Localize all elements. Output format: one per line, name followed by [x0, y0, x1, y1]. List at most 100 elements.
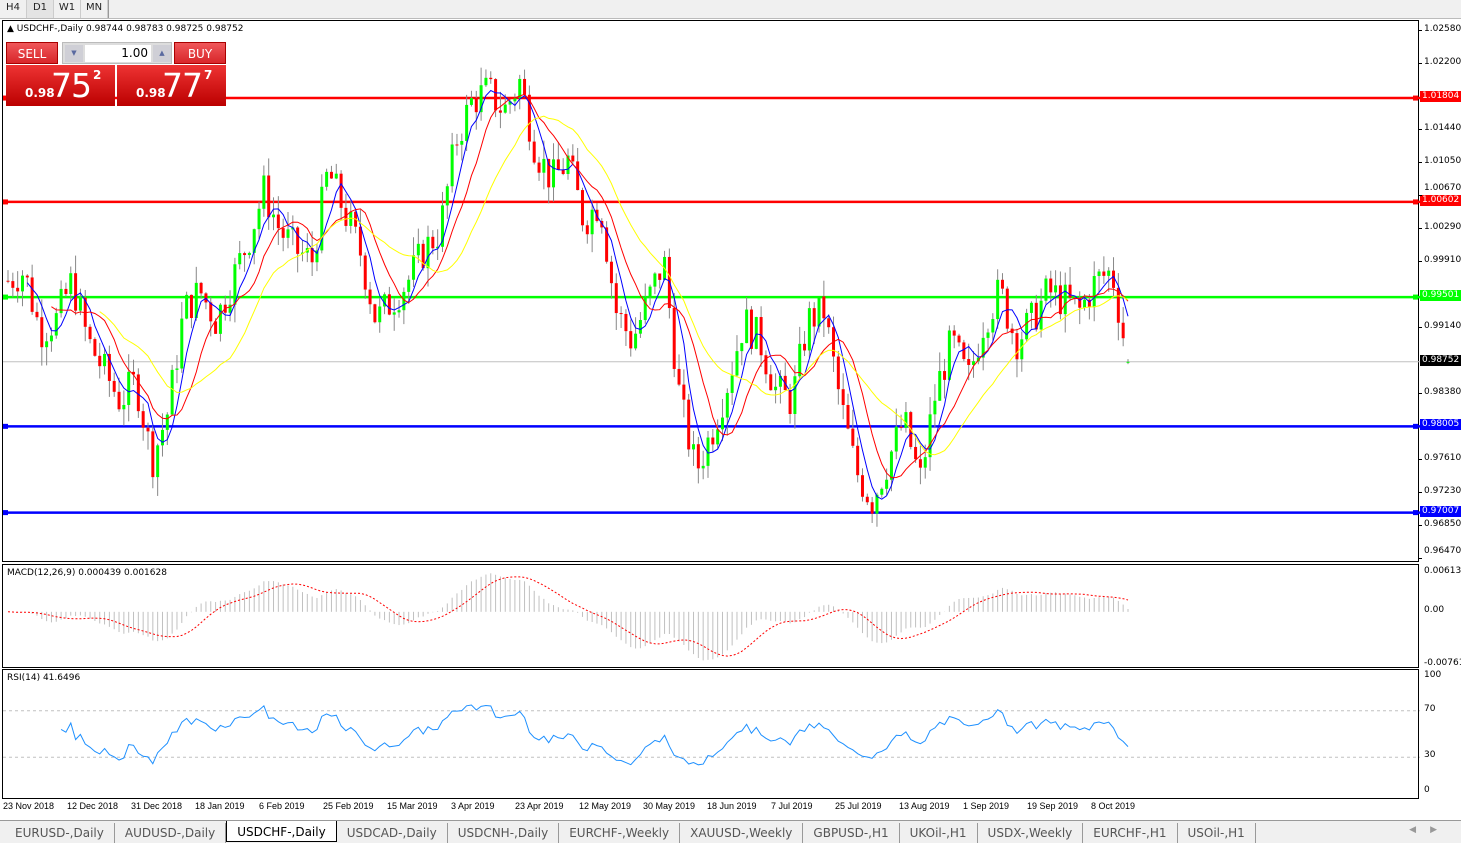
candle	[518, 74, 522, 110]
bear-candle-body	[609, 261, 613, 284]
chart-tab[interactable]: USDCNH-,Daily	[448, 823, 560, 843]
one-click-trading-panel: SELL ▼ 1.00 ▲ BUY 0.98 75 2 0.98 77 7	[6, 42, 226, 106]
bear-candle-body	[214, 321, 218, 334]
timeframe-h4[interactable]: H4	[0, 0, 27, 18]
candle	[358, 209, 362, 267]
candle	[469, 90, 473, 107]
candle	[793, 365, 797, 429]
bull-candle-body	[479, 85, 483, 113]
candle	[83, 289, 87, 342]
bear-candle-body	[117, 391, 121, 410]
rsi-panel[interactable]: RSI(14) 41.6496	[2, 669, 1420, 799]
bear-candle-body	[112, 380, 116, 392]
buy-price[interactable]: 0.98 77 7	[117, 65, 226, 106]
bull-candle-body	[122, 404, 126, 410]
candle	[827, 314, 831, 334]
chart-tab[interactable]: USOil-,H1	[1178, 823, 1256, 843]
bear-candle-body	[494, 79, 498, 111]
chart-tab[interactable]: EURCHF-,H1	[1083, 823, 1178, 843]
macd-title: MACD(12,26,9) 0.000439 0.001628	[7, 568, 167, 578]
candle	[1029, 301, 1033, 329]
chart-tab[interactable]: USDCAD-,Daily	[337, 823, 448, 843]
lot-size-input[interactable]: 1.00	[85, 45, 151, 62]
candle	[701, 450, 705, 480]
candle	[180, 302, 184, 373]
buy-price-pip: 7	[204, 68, 213, 82]
candle	[986, 328, 990, 350]
bull-candle-body	[436, 246, 440, 249]
chart-tab[interactable]: UKOil-,H1	[900, 823, 978, 843]
bull-candle-body	[402, 291, 406, 311]
tick-mark	[1419, 327, 1422, 329]
level-anchor	[3, 199, 8, 205]
price-tick-label: 1.00670	[1424, 182, 1461, 193]
candle	[860, 468, 864, 502]
bull-candle-body	[740, 343, 744, 352]
bear-candle-body	[624, 313, 628, 332]
chart-tab[interactable]: AUDUSD-,Daily	[115, 823, 227, 843]
chart-tab[interactable]: EURCHF-,Weekly	[559, 823, 681, 843]
timeframe-d1[interactable]: D1	[27, 0, 54, 18]
bear-candle-body	[489, 77, 493, 80]
candle	[687, 393, 691, 457]
bull-candle-body	[320, 186, 324, 251]
tick-mark	[1419, 62, 1422, 64]
candle	[74, 255, 78, 316]
candle	[735, 335, 739, 378]
bull-candle-body	[634, 333, 638, 349]
candle	[156, 443, 160, 496]
scroll-left-icon[interactable]: ◀	[1409, 825, 1431, 835]
date-label: 7 Jul 2019	[771, 801, 813, 811]
candle	[696, 436, 700, 484]
candle	[759, 306, 763, 367]
chart-tab[interactable]: EURUSD-,Daily	[5, 823, 115, 843]
buy-button[interactable]: BUY	[174, 42, 226, 64]
candle	[160, 413, 164, 457]
chart-tab[interactable]: XAUUSD-,Weekly	[680, 823, 804, 843]
bear-candle-body	[696, 444, 700, 469]
bear-candle-body	[561, 169, 565, 175]
collapse-triangle-icon[interactable]: ▲	[7, 24, 14, 34]
chart-tab[interactable]: USDX-,Weekly	[978, 823, 1084, 843]
candle	[1025, 308, 1029, 343]
scroll-right-icon[interactable]: ▶	[1430, 825, 1451, 835]
macd-panel[interactable]: MACD(12,26,9) 0.000439 0.001628	[2, 564, 1419, 668]
bull-candle-body	[716, 429, 720, 445]
timeframe-mn[interactable]: MN	[81, 0, 108, 18]
chart-tab[interactable]: USDCHF-,Daily	[226, 821, 337, 842]
candle	[918, 445, 922, 485]
bull-candle-body	[817, 296, 821, 327]
candle	[552, 143, 556, 202]
price-tick-label: 0.97230	[1424, 486, 1461, 497]
bull-candle-body	[725, 392, 729, 418]
candle	[127, 354, 131, 422]
candle	[49, 327, 53, 352]
candle	[725, 388, 729, 436]
candle	[122, 390, 126, 426]
decrease-lot-icon[interactable]: ▼	[65, 45, 83, 62]
sell-price[interactable]: 0.98 75 2	[6, 65, 115, 106]
price-chart[interactable]: ▲ USDCHF-,Daily 0.98744 0.98783 0.98725 …	[2, 20, 1420, 562]
candle	[247, 251, 251, 259]
bear-candle-body	[836, 356, 840, 390]
tab-scroll-arrows[interactable]: ◀▶	[1409, 825, 1451, 835]
increase-lot-icon[interactable]: ▲	[153, 45, 171, 62]
candle	[774, 373, 778, 404]
macd-canvas	[7, 573, 1129, 661]
chart-tab[interactable]: GBPUSD-,H1	[803, 823, 900, 843]
timeframe-w1[interactable]: W1	[54, 0, 81, 18]
bear-candle-body	[547, 158, 551, 188]
sell-button[interactable]: SELL	[6, 42, 58, 64]
candle	[349, 200, 353, 234]
level-anchor	[1413, 294, 1418, 300]
candle	[658, 273, 662, 289]
price-tick-label: 0.96850	[1424, 519, 1461, 530]
candle	[1116, 273, 1120, 341]
candle	[523, 69, 527, 97]
candle	[416, 228, 420, 264]
price-tick-label: 1.01440	[1424, 122, 1461, 133]
tick-mark	[1419, 392, 1422, 394]
level-anchor	[3, 95, 8, 101]
candle	[484, 69, 488, 87]
candle	[402, 287, 406, 325]
